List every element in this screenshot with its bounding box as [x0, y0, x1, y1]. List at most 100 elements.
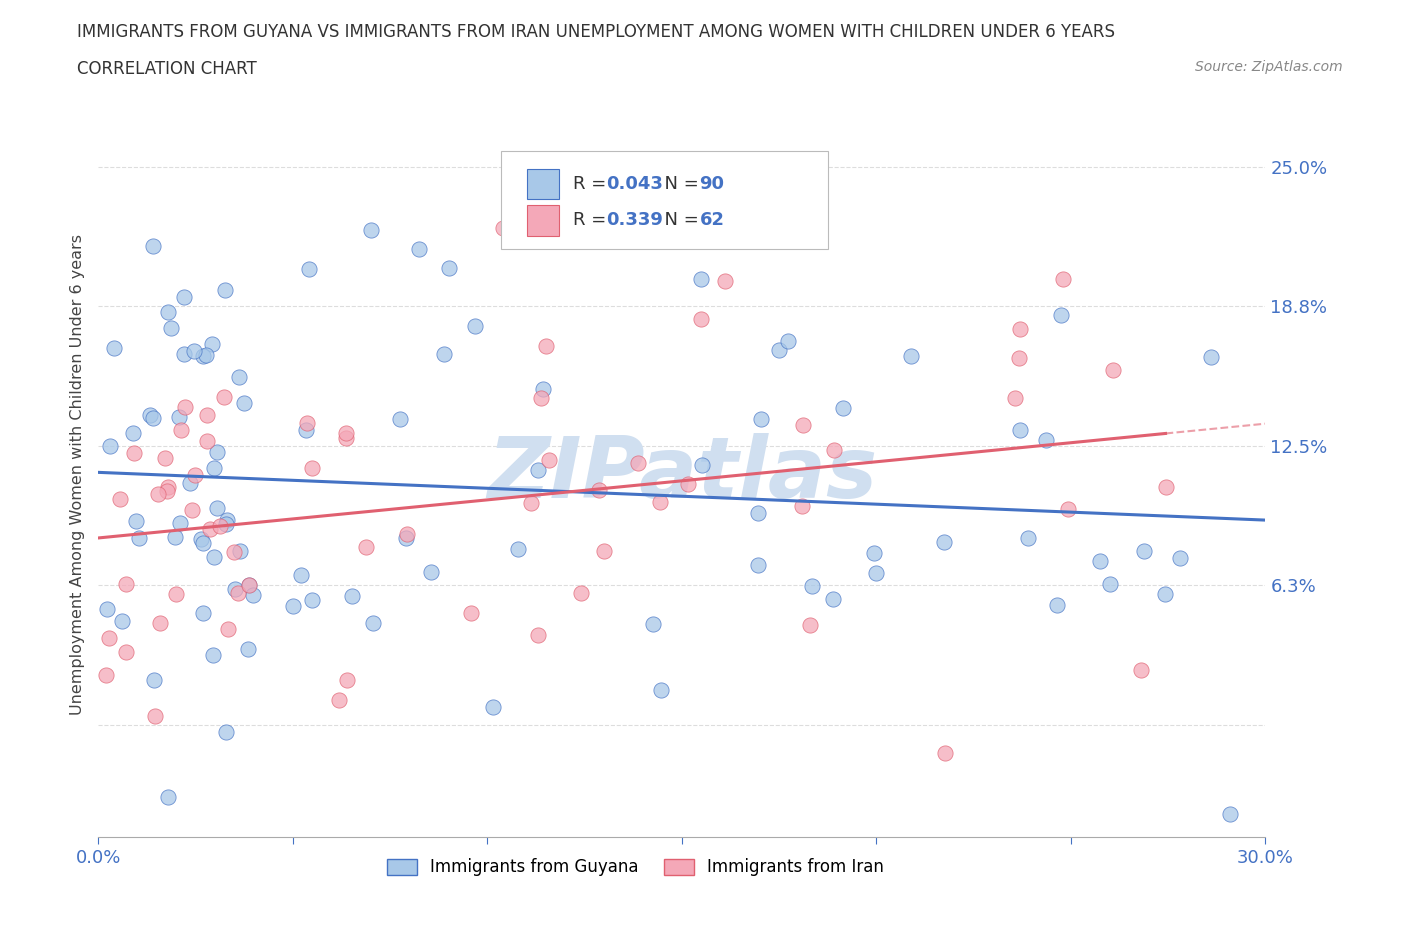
- Point: [527, 628, 550, 643]
- Point: [170, 422, 193, 437]
- Point: [627, 456, 650, 471]
- Point: [437, 260, 460, 275]
- Point: [1153, 587, 1175, 602]
- Point: [520, 496, 543, 511]
- Point: [166, 587, 188, 602]
- Point: [460, 605, 482, 620]
- Point: [363, 616, 385, 631]
- Point: [143, 672, 166, 687]
- Point: [115, 577, 138, 591]
- Point: [1056, 501, 1078, 516]
- Point: [862, 546, 884, 561]
- Point: [650, 495, 672, 510]
- Point: [156, 484, 179, 498]
- Point: [122, 445, 145, 460]
- Point: [464, 319, 486, 334]
- Point: [1050, 308, 1073, 323]
- Point: [1052, 272, 1074, 286]
- Point: [242, 588, 264, 603]
- Point: [934, 746, 956, 761]
- Point: [778, 333, 800, 348]
- Point: [157, 479, 180, 494]
- Point: [108, 492, 131, 507]
- Text: 0.043: 0.043: [606, 175, 664, 193]
- Point: [678, 477, 700, 492]
- Point: [212, 390, 235, 405]
- Point: [139, 408, 162, 423]
- Point: [202, 647, 225, 662]
- Point: [1004, 391, 1026, 405]
- Point: [588, 482, 610, 497]
- Point: [122, 426, 145, 441]
- Point: [205, 445, 228, 460]
- Point: [205, 500, 228, 515]
- Bar: [527, 169, 560, 199]
- Point: [195, 408, 218, 423]
- Point: [224, 581, 246, 596]
- Point: [433, 346, 456, 361]
- Point: [142, 238, 165, 253]
- Point: [224, 545, 246, 560]
- Point: [195, 433, 218, 448]
- Point: [395, 531, 418, 546]
- Point: [226, 586, 249, 601]
- Point: [238, 578, 260, 592]
- Legend: Immigrants from Guyana, Immigrants from Iran: Immigrants from Guyana, Immigrants from …: [380, 852, 890, 883]
- Point: [1017, 531, 1039, 546]
- Point: [142, 411, 165, 426]
- Point: [1168, 551, 1191, 565]
- Point: [98, 631, 121, 645]
- Point: [491, 220, 513, 235]
- Point: [181, 502, 204, 517]
- Point: [531, 381, 554, 396]
- Point: [747, 558, 769, 573]
- Point: [1098, 577, 1121, 591]
- Point: [183, 344, 205, 359]
- Point: [354, 539, 377, 554]
- Point: [98, 439, 121, 454]
- Point: [865, 565, 887, 580]
- Point: [238, 641, 260, 656]
- Point: [173, 347, 195, 362]
- Point: [1010, 322, 1032, 337]
- Point: [198, 522, 221, 537]
- Point: [1088, 553, 1111, 568]
- Point: [1129, 662, 1152, 677]
- Point: [714, 273, 737, 288]
- Point: [290, 568, 312, 583]
- Point: [215, 517, 238, 532]
- Point: [128, 531, 150, 546]
- Point: [153, 451, 176, 466]
- Text: 0.339: 0.339: [606, 211, 664, 230]
- Point: [283, 598, 305, 613]
- Point: [103, 341, 125, 356]
- Point: [191, 349, 214, 364]
- Point: [190, 532, 212, 547]
- Point: [149, 616, 172, 631]
- Point: [792, 418, 814, 432]
- Text: R =: R =: [574, 175, 613, 193]
- Text: N =: N =: [652, 211, 704, 230]
- Point: [569, 585, 592, 600]
- Point: [217, 622, 239, 637]
- Point: [301, 461, 323, 476]
- Point: [340, 589, 363, 604]
- Point: [125, 513, 148, 528]
- Point: [169, 515, 191, 530]
- Point: [179, 476, 201, 491]
- Point: [526, 462, 548, 477]
- Point: [768, 343, 790, 358]
- Point: [195, 348, 218, 363]
- Point: [1154, 480, 1177, 495]
- Point: [201, 337, 224, 352]
- Point: [790, 498, 813, 513]
- Point: [96, 602, 118, 617]
- Point: [641, 617, 664, 631]
- Point: [534, 339, 557, 353]
- Point: [183, 468, 205, 483]
- Point: [115, 645, 138, 660]
- Point: [295, 422, 318, 437]
- Text: 62: 62: [699, 211, 724, 230]
- Point: [160, 321, 183, 336]
- Point: [690, 272, 713, 286]
